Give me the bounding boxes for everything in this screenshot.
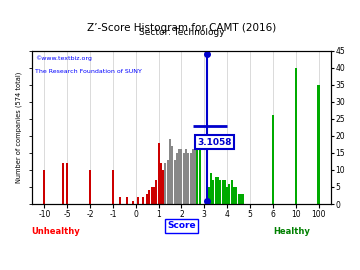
Bar xyxy=(221,180,224,204)
Bar xyxy=(148,190,150,204)
Bar xyxy=(210,173,212,204)
Bar xyxy=(215,177,217,204)
Bar xyxy=(180,150,183,204)
Text: ©www.textbiz.org: ©www.textbiz.org xyxy=(35,55,92,61)
Bar xyxy=(119,197,121,204)
Bar xyxy=(112,170,114,204)
Text: Sector: Technology: Sector: Technology xyxy=(139,29,224,38)
Bar xyxy=(62,163,64,204)
Bar xyxy=(231,180,233,204)
Bar xyxy=(137,197,139,204)
Bar xyxy=(132,201,135,204)
Bar xyxy=(176,153,178,204)
Bar xyxy=(126,197,128,204)
Text: Unhealthy: Unhealthy xyxy=(31,227,80,236)
Bar xyxy=(190,153,192,204)
Bar xyxy=(151,187,153,204)
Bar xyxy=(187,153,189,204)
Bar xyxy=(141,197,144,204)
Title: Z’-Score Histogram for CAMT (2016): Z’-Score Histogram for CAMT (2016) xyxy=(87,23,276,33)
Text: Healthy: Healthy xyxy=(274,227,311,236)
Bar xyxy=(43,170,45,204)
Bar xyxy=(160,163,162,204)
Bar xyxy=(158,143,159,204)
Bar xyxy=(153,187,155,204)
Bar xyxy=(233,187,235,204)
Bar xyxy=(146,194,148,204)
Bar xyxy=(174,160,176,204)
Bar xyxy=(192,150,194,204)
Bar xyxy=(178,150,180,204)
Bar xyxy=(183,153,185,204)
X-axis label: Score: Score xyxy=(167,221,196,230)
Bar xyxy=(226,187,228,204)
Bar xyxy=(171,146,173,204)
Bar xyxy=(240,194,242,204)
Bar xyxy=(217,177,219,204)
Bar xyxy=(212,180,215,204)
Bar xyxy=(162,170,164,204)
Bar xyxy=(89,170,91,204)
Bar xyxy=(197,146,198,204)
Bar xyxy=(228,184,230,204)
Bar xyxy=(294,68,297,204)
Y-axis label: Number of companies (574 total): Number of companies (574 total) xyxy=(15,72,22,183)
Bar xyxy=(43,177,45,204)
Bar xyxy=(208,187,210,204)
Bar xyxy=(238,194,239,204)
Bar xyxy=(199,150,201,204)
Bar xyxy=(66,163,68,204)
Bar xyxy=(272,115,274,204)
Bar xyxy=(194,150,196,204)
Bar xyxy=(242,194,244,204)
Bar xyxy=(185,150,187,204)
Bar xyxy=(155,180,157,204)
Bar xyxy=(235,187,237,204)
Bar xyxy=(167,160,169,204)
Bar xyxy=(219,180,221,204)
Bar xyxy=(169,139,171,204)
Bar xyxy=(224,180,226,204)
Text: 3.1058: 3.1058 xyxy=(197,137,231,147)
Bar xyxy=(165,163,166,204)
Bar xyxy=(206,156,208,204)
Bar xyxy=(318,85,320,204)
Text: The Research Foundation of SUNY: The Research Foundation of SUNY xyxy=(35,69,141,74)
